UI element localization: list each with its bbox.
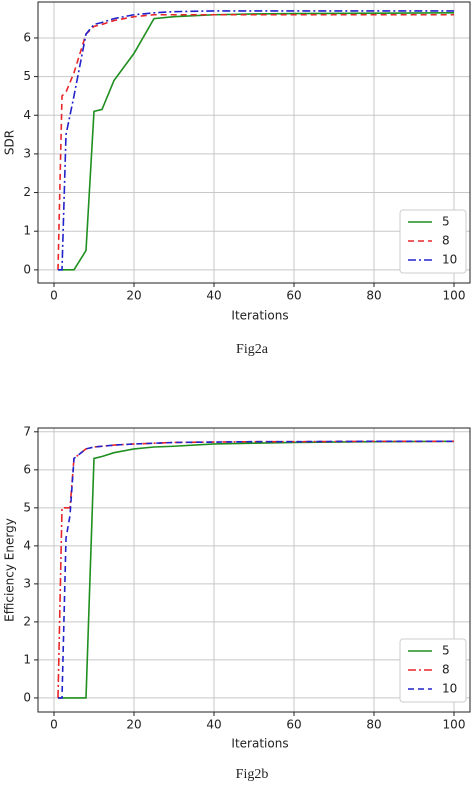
y-tick-label: 1 (23, 224, 31, 238)
y-tick-label: 4 (23, 538, 31, 552)
y-tick-label: 0 (23, 690, 31, 704)
x-axis-label: Iterations (231, 737, 288, 751)
series-line (58, 12, 455, 271)
legend-box (399, 638, 467, 703)
series-line (57, 13, 454, 270)
y-tick-label: 0 (23, 262, 31, 276)
y-tick-label: 1 (23, 652, 31, 666)
x-tick-label: 60 (286, 289, 301, 303)
x-tick-label: 20 (126, 718, 141, 732)
x-tick-label: 80 (366, 289, 381, 303)
caption: Fig2b (236, 767, 269, 782)
legend-label: 10 (442, 682, 457, 696)
axes-frame (37, 427, 471, 713)
x-axis-label: Iterations (231, 309, 288, 323)
y-tick-label: 3 (23, 146, 31, 160)
legend-label: 10 (442, 253, 457, 267)
x-tick-label: 100 (443, 289, 466, 303)
y-tick-label: 3 (23, 576, 31, 590)
caption: Fig2a (236, 342, 269, 357)
series-line (58, 440, 454, 699)
legend-label: 5 (442, 215, 450, 229)
x-tick-label: 60 (286, 718, 301, 732)
y-tick-label: 6 (23, 30, 31, 44)
y-tick-label: 4 (23, 108, 31, 122)
legend-box (399, 209, 467, 274)
y-tick-label: 2 (23, 185, 31, 199)
x-tick-label: 0 (50, 289, 58, 303)
y-tick-label: 6 (23, 462, 31, 476)
y-axis-label: SDR (3, 130, 17, 155)
y-tick-label: 5 (23, 69, 31, 83)
y-tick-label: 2 (23, 614, 31, 628)
x-tick-label: 100 (443, 718, 466, 732)
series-line (58, 440, 455, 699)
x-tick-label: 40 (206, 718, 221, 732)
x-tick-label: 40 (206, 289, 221, 303)
x-tick-label: 20 (126, 289, 141, 303)
x-tick-label: 0 (50, 718, 58, 732)
legend-label: 8 (442, 234, 450, 248)
series-line (58, 10, 454, 271)
legend-label: 5 (442, 644, 450, 658)
x-tick-label: 80 (366, 718, 381, 732)
legend-label: 8 (442, 663, 450, 677)
y-tick-label: 7 (23, 424, 31, 438)
axes-frame (37, 1, 471, 284)
y-axis-label: Efficiency Energy (3, 518, 17, 622)
y-tick-label: 5 (23, 500, 31, 514)
